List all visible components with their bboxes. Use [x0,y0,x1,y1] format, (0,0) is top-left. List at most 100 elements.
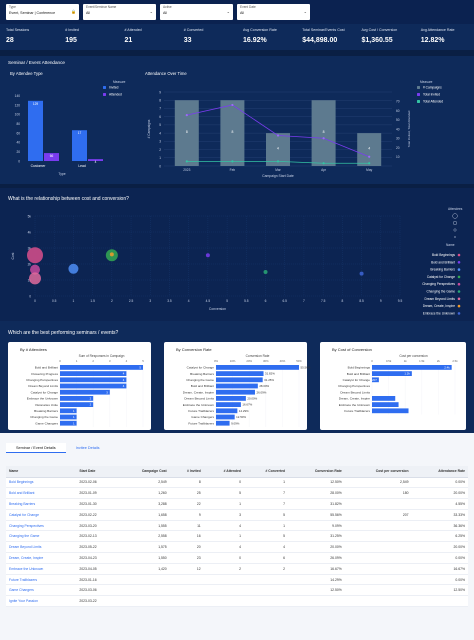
kpi-value: 195 [65,37,77,44]
column-header[interactable]: # Converted [243,466,289,478]
y-tick-label: 1 [159,156,161,160]
cell-name[interactable]: Dream, Create, Inspire [6,552,77,564]
table-row[interactable]: Game Changers 2023-03-06 12.50% 12.50% [6,584,468,597]
table-row[interactable]: Ignite Your Passion 2023-03-22 [6,595,468,608]
tab-event-details[interactable]: Seminar / Event Details [6,443,66,453]
cell-name[interactable]: Game Changers [6,584,77,597]
filter-type[interactable]: Type Event, Seminar | Conference 🔒 [6,4,79,20]
size-legend-title: Attendees [448,207,463,211]
filter-event-name[interactable]: Event/Seminar Name All ⌄ [83,4,156,20]
y2-tick-label: 60 [396,109,400,113]
size-legend-circle [454,236,456,238]
table-cell: 2023-01-09 [76,487,117,500]
table-cell: 33.33% [411,509,468,521]
cell-name[interactable]: Dream Beyond Limits [6,541,77,554]
table-cell: 31.25% [288,530,345,543]
scatter-point [30,264,40,275]
table-cell: 31.82% [288,498,345,510]
cell-name[interactable]: Catalyst for Change [6,509,77,521]
bar-data-label: 28.00% [259,384,269,388]
x-tick-label: 0% [214,359,219,363]
table-cell: 1 [203,498,244,510]
table-cell: 14.29% [288,574,345,586]
x-axis-label: Type [58,172,65,176]
bar [216,383,258,389]
table-cell: 2023-02-13 [76,530,117,543]
column-header[interactable]: Name [6,466,77,478]
column-header[interactable]: Cost per conversion [344,466,412,478]
x-tick-label: 5 [226,299,228,303]
table-cell [116,584,170,597]
cell-name[interactable]: Changing the Game [6,530,77,543]
tab-invitee-details[interactable]: Invitee Details [75,446,100,450]
table-cell: 207 [344,509,412,521]
table-cell [344,595,412,608]
section-question: What is the relationship between cost an… [8,196,129,202]
filter-event-date[interactable]: Event Date All ⌄ [237,4,310,20]
table-cell: 20.00% [411,487,468,500]
table-cell [116,574,170,586]
filter-active[interactable]: Active All ⌄ [160,4,233,20]
kpi-invited: # Invited 195 [59,24,118,50]
column-header[interactable]: Conversion Rate [288,466,345,478]
y2-tick-label: 10 [396,155,400,159]
y-tick-label: 80 [16,122,20,126]
legend-label: Dream Beyond Limits [425,297,456,301]
point-total-attended [368,162,371,165]
cell-name[interactable]: Bold and Brilliant [6,487,77,500]
table-cell [116,595,170,608]
bar [216,408,238,414]
column-header[interactable]: Start Date [76,466,117,478]
legend-title: Measure [113,80,126,84]
cell-name[interactable]: Breaking Barriers [6,498,77,510]
y2-tick-label: 40 [396,127,400,131]
table-row[interactable]: Changing Perspectives 2023-03-20 1,555 11 4 1… [6,520,468,532]
table-row[interactable]: Changing the Game 2023-02-13 2,558 16 1 5 31.2… [6,530,468,543]
legend-swatch [417,100,420,103]
cell-name[interactable]: Changing Perspectives [6,520,77,532]
x-tick-label: 0 [34,299,36,303]
cell-name[interactable]: Bold Beginnings [6,477,77,489]
y-tick-label: Bold Beginnings [348,366,371,370]
table-header-row: Name Start Date Campaign Cost # Invited # At… [6,466,468,478]
bar-data-label: 1 [73,421,75,425]
table-cell: 2023-04-05 [76,563,117,575]
table-row[interactable]: Catalyst for Change 2023-02-22 1,658 9 3 5 55.… [6,509,468,521]
section-question: Which are the best performing seminars /… [8,330,119,336]
bar [372,365,452,370]
bar [60,377,127,383]
x-tick-label: Customer [31,164,47,168]
table-cell: 1,575 [116,541,170,554]
y-tick-label: Bold and Brilliant [347,372,370,376]
table-row[interactable]: Dream, Create, Inspire 2023-04-23 1,550 23 0… [6,552,468,564]
column-header[interactable]: # Attended [203,466,244,478]
legend-swatch [417,86,420,89]
chart-title: By Attendee Type [10,71,43,76]
cell-name[interactable]: Ignite Your Passion [6,595,77,608]
bar-data-label: 8 [186,130,188,134]
table-row[interactable]: Future Trailblazers 2023-01-16 14.29% 0.00% [6,574,468,586]
bar-data-label: 129 [33,102,39,106]
cell-name[interactable]: Embrace the Unknown [6,563,77,575]
cell-name[interactable]: Future Trailblazers [6,574,77,586]
legend-swatch [457,290,461,293]
y-tick-label: 3k [28,246,32,250]
filter-value: All [240,11,244,15]
scatter-point [68,263,79,274]
table-cell: 11 [169,520,204,532]
table-cell: 2023-02-22 [76,509,117,521]
column-header[interactable]: Campaign Cost [116,466,170,478]
column-header[interactable]: Attendance Rate [411,466,468,478]
legend-title: Measure [420,80,433,84]
table-cell: 16.67% [411,563,468,575]
y-tick-label: Flowering Progress [31,372,58,376]
x-tick-label: 8 [341,299,343,303]
filter-bar: Type Event, Seminar | Conference 🔒 Event/S… [0,0,474,24]
column-header[interactable]: # Invited [169,466,204,478]
table-row[interactable]: Breaking Barriers 2023-01-30 3,288 22 1 7 31.8… [6,498,468,510]
legend-label: Total Invited [423,93,440,97]
table-row[interactable]: Dream Beyond Limits 2023-05-22 1,575 20 4 4 20… [6,541,468,554]
table-row[interactable]: Embrace the Unknown 2023-04-05 1,420 12 2 2 16… [6,563,468,575]
table-row[interactable]: Bold Beginnings 2023-02-06 2,549 8 0 1 12.50% 2… [6,477,468,489]
table-row[interactable]: Bold and Brilliant 2023-01-09 1,260 25 5 7 28.… [6,487,468,500]
